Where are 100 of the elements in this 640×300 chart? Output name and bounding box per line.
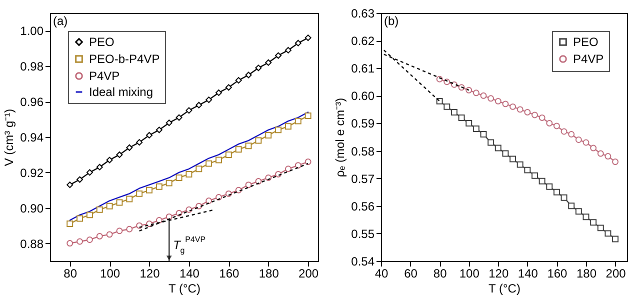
point: [76, 215, 84, 222]
point: [166, 213, 172, 220]
point: [176, 114, 182, 121]
y-tick-label: 0.60: [351, 89, 375, 104]
point: [575, 136, 582, 143]
point: [96, 232, 103, 240]
y-tick-label: 0.90: [20, 201, 44, 216]
legend-label: P4VP: [89, 69, 120, 83]
y-tick-label: 0.62: [351, 34, 375, 48]
point: [612, 158, 619, 166]
x-axis-title: T (°C): [168, 282, 200, 296]
point: [604, 230, 612, 237]
point: [284, 46, 292, 54]
point: [582, 139, 590, 146]
x-tick-label: 180: [576, 266, 597, 280]
point: [216, 89, 222, 96]
x-tick-label: 100: [100, 266, 120, 280]
point: [488, 139, 494, 146]
point: [206, 160, 212, 167]
point: [76, 238, 84, 245]
point: [466, 120, 472, 126]
y-tick-label: 0.54: [351, 254, 375, 268]
point: [255, 64, 262, 72]
y-tick-label: 0.94: [20, 130, 44, 144]
x-tick-label: 200: [606, 266, 626, 280]
y-tick-label: 0.88: [20, 236, 44, 251]
point: [265, 132, 272, 138]
point: [510, 103, 516, 110]
annotation: (a): [53, 14, 68, 28]
point: [106, 231, 113, 238]
point: [86, 169, 93, 176]
point: [575, 208, 582, 215]
point: [66, 240, 74, 247]
point: [225, 151, 232, 158]
point: [494, 98, 502, 104]
point: [86, 236, 93, 243]
x-tick-label: 80: [64, 266, 78, 280]
point: [116, 151, 123, 158]
point: [235, 146, 242, 153]
point: [116, 228, 123, 234]
point: [560, 194, 568, 201]
point: [116, 199, 123, 206]
point: [186, 170, 192, 178]
point: [568, 131, 575, 138]
point: [597, 150, 604, 157]
point: [106, 202, 113, 210]
x-tick-label: 160: [219, 266, 240, 280]
point: [472, 90, 480, 96]
y-axis-title: ρₑ (mol e cm⁻³): [333, 98, 348, 178]
point: [494, 144, 502, 152]
point: [553, 122, 560, 130]
point: [590, 219, 597, 226]
point: [146, 186, 152, 194]
x-tick-label: 180: [258, 266, 280, 280]
x-tick-label: 200: [298, 266, 319, 280]
x-tick-label: 120: [488, 266, 509, 280]
y-tick-label: 0.57: [351, 172, 375, 186]
point: [480, 131, 487, 138]
point: [553, 188, 560, 196]
point: [265, 59, 272, 66]
y-tick-label: 0.96: [20, 95, 44, 110]
y-tick-label: 0.61: [351, 62, 375, 76]
point: [516, 106, 524, 113]
x-tick-label: 160: [547, 266, 568, 280]
point: [450, 108, 458, 116]
y-tick-label: 0.56: [351, 199, 375, 214]
point: [524, 108, 531, 116]
point: [245, 142, 252, 150]
point: [480, 92, 487, 99]
x-tick-label: 100: [459, 266, 480, 280]
point: [488, 95, 494, 102]
point: [156, 183, 162, 190]
point: [66, 182, 74, 188]
point: [245, 182, 252, 188]
point: [235, 77, 242, 84]
point: [604, 153, 612, 160]
point: [304, 112, 312, 119]
point: [590, 144, 597, 152]
point: [196, 166, 202, 172]
point: [96, 206, 103, 213]
point: [275, 126, 282, 134]
point: [502, 150, 509, 157]
point: [472, 125, 480, 132]
legend-label: P4VP: [573, 52, 604, 66]
point: [126, 144, 133, 151]
point: [532, 172, 538, 179]
point: [166, 120, 172, 126]
point: [96, 164, 103, 170]
point: [546, 120, 553, 126]
point: [538, 178, 546, 184]
point: [444, 103, 450, 110]
point: [156, 126, 162, 134]
x-axis-title: T (°C): [488, 282, 520, 296]
point: [196, 102, 202, 108]
x-tick-label: 40: [374, 266, 388, 280]
point: [255, 178, 262, 185]
point: [275, 52, 282, 59]
point: [245, 72, 252, 78]
point: [106, 156, 113, 164]
point: [294, 162, 302, 169]
